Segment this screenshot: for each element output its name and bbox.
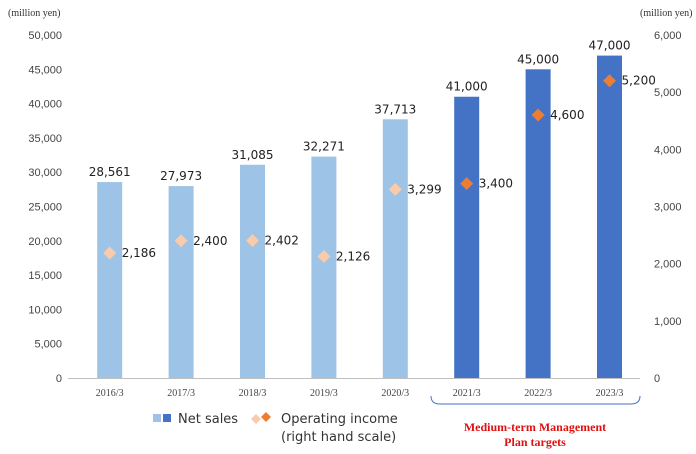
- operating-income-value-label: 2,186: [122, 246, 156, 260]
- operating-income-marker: [531, 108, 545, 122]
- operating-income-value-label: 3,299: [407, 182, 441, 196]
- operating-income-marker: [603, 74, 616, 88]
- right-tick-label: 6,000: [654, 30, 682, 42]
- right-tick-label: 5,000: [654, 87, 682, 99]
- operating-income-marker: [246, 234, 259, 248]
- x-tick-label: 2017/3: [167, 388, 195, 399]
- operating-income-value-label: 4,600: [550, 108, 584, 122]
- operating-income-marker: [317, 249, 331, 263]
- legend: Net sales Operating income (right hand s…: [153, 412, 398, 445]
- operating-income-value-label: 5,200: [622, 74, 656, 88]
- x-tick-label: 2019/3: [310, 388, 338, 399]
- right-axis: 0 1,000 2,000 3,000 4,000 5,000 6,000: [654, 30, 682, 385]
- net-sales-bar: [311, 156, 337, 378]
- x-tick-label: 2018/3: [239, 388, 267, 399]
- left-tick-label: 5,000: [34, 339, 62, 351]
- net-sales-value-label: 45,000: [517, 52, 559, 66]
- legend-net-sales-label: Net sales: [178, 412, 238, 427]
- right-tick-label: 1,000: [654, 316, 682, 328]
- legend-oi-diamond-light: [251, 414, 261, 424]
- operating-income-value-label: 2,402: [265, 234, 299, 248]
- operating-income-marker: [103, 246, 117, 260]
- operating-income-value-label: 2,400: [193, 234, 227, 248]
- net-sales-bar: [454, 96, 480, 379]
- net-sales-value-label: 41,000: [446, 80, 488, 94]
- net-sales-value-label: 31,085: [232, 148, 274, 162]
- operating-income-marker: [388, 182, 402, 196]
- net-sales-series: 28,561 27,973 31,085 32,271 37,713 41,000 45,0…: [89, 39, 631, 379]
- net-sales-bar: [97, 182, 123, 378]
- left-tick-label: 15,000: [28, 270, 62, 282]
- legend-net-sales-swatch-light: [153, 414, 161, 422]
- right-axis-unit: (million yen): [640, 8, 693, 19]
- operating-income-marker: [460, 177, 474, 191]
- legend-operating-income-note: (right hand scale): [281, 430, 396, 445]
- x-axis: 2016/3 2017/3 2018/3 2019/3 2020/3 2021/3 2022…: [96, 388, 624, 399]
- x-tick-label: 2021/3: [453, 388, 481, 399]
- x-tick-label: 2023/3: [596, 388, 624, 399]
- operating-income-value-label: 2,126: [336, 249, 370, 263]
- left-tick-label: 45,000: [28, 64, 62, 76]
- target-annotation-line1: Medium-term Management: [464, 420, 606, 434]
- right-tick-label: 4,000: [654, 144, 682, 156]
- x-tick-label: 2020/3: [381, 388, 409, 399]
- net-sales-value-label: 32,271: [303, 140, 345, 154]
- left-axis: 0 5,000 10,000 15,000 20,000 25,000 30,000 35,0…: [28, 30, 62, 385]
- net-sales-value-label: 28,561: [89, 165, 131, 179]
- left-tick-label: 0: [56, 373, 62, 385]
- net-sales-bar: [382, 119, 408, 378]
- target-annotation-line2: Plan targets: [504, 435, 566, 449]
- net-sales-bar: [240, 164, 265, 378]
- operating-income-marker: [174, 234, 188, 248]
- net-sales-value-label: 47,000: [589, 39, 631, 53]
- left-tick-label: 10,000: [28, 304, 62, 316]
- net-sales-value-label: 27,973: [160, 169, 202, 183]
- x-tick-label: 2016/3: [96, 388, 124, 399]
- net-sales-bar: [168, 186, 194, 378]
- right-tick-label: 0: [654, 373, 660, 385]
- right-tick-label: 3,000: [654, 202, 682, 214]
- target-bracket: [430, 395, 641, 405]
- left-tick-label: 20,000: [28, 236, 62, 248]
- net-sales-bar: [597, 55, 622, 378]
- left-tick-label: 40,000: [28, 99, 62, 111]
- right-tick-label: 2,000: [654, 259, 682, 271]
- left-axis-unit: (million yen): [8, 8, 61, 19]
- legend-oi-diamond-dark: [261, 412, 271, 422]
- left-tick-label: 35,000: [28, 133, 62, 145]
- x-tick-label: 2022/3: [524, 388, 552, 399]
- left-tick-label: 25,000: [28, 202, 62, 214]
- left-tick-label: 50,000: [28, 30, 62, 42]
- legend-net-sales-swatch-dark: [163, 414, 171, 422]
- operating-income-value-label: 3,400: [479, 177, 513, 191]
- operating-income-series: 2,186 2,400 2,402 2,126 3,299 3,400 4,600 5,200: [103, 74, 656, 263]
- left-tick-label: 30,000: [28, 167, 62, 179]
- net-sales-value-label: 37,713: [374, 102, 416, 116]
- legend-operating-income-label: Operating income: [281, 412, 398, 427]
